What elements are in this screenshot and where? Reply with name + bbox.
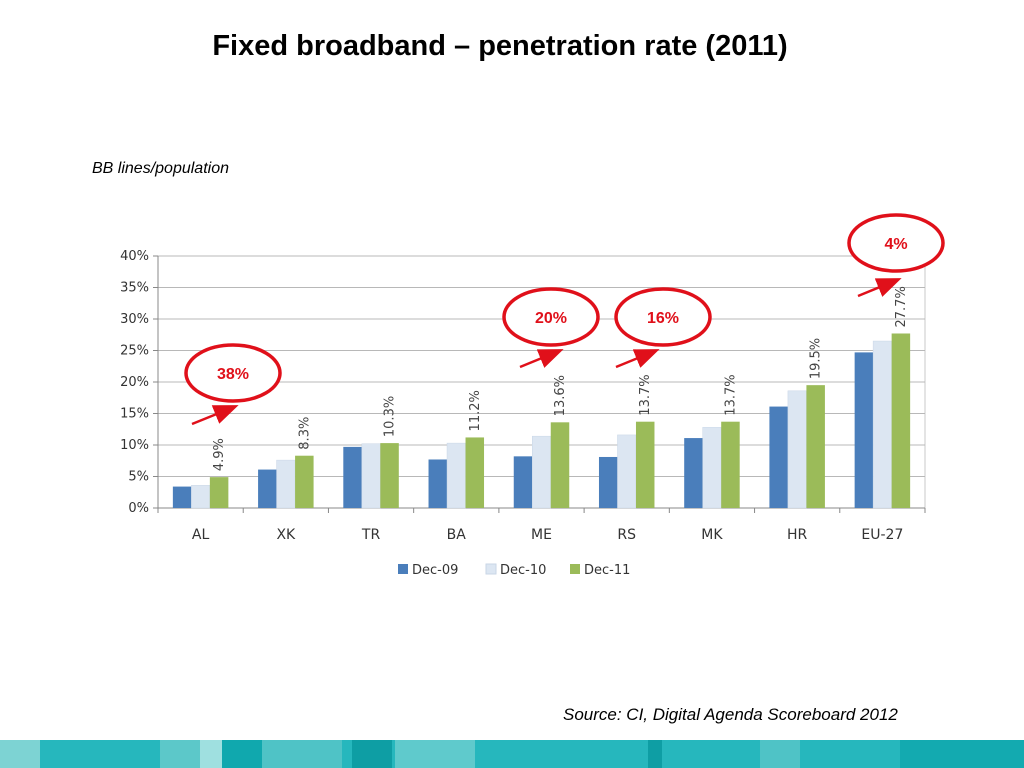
callout-ellipse [614, 287, 712, 347]
bar-dec-09 [769, 406, 788, 508]
data-label: 8.3% [297, 417, 312, 450]
bar-dec-10 [617, 434, 637, 509]
callout-ellipse [847, 213, 945, 273]
x-tick-label: HR [787, 527, 808, 543]
callout-label: 20% [535, 310, 567, 327]
bar-dec-09 [258, 469, 277, 508]
y-tick-label: 35% [120, 281, 149, 296]
footer-stripe [0, 740, 1024, 768]
bar-dec-11 [635, 421, 655, 508]
data-label: 13.7% [723, 374, 738, 415]
y-tick-label: 5% [128, 470, 149, 485]
callout-arrow [615, 349, 660, 369]
y-tick-label: 30% [120, 312, 149, 327]
x-tick-label: ME [531, 527, 552, 543]
bar-dec-11 [209, 477, 229, 508]
legend-swatch-dec-11 [570, 564, 580, 574]
bar-dec-10 [787, 390, 807, 509]
bar-dec-09 [854, 352, 874, 508]
legend-swatch-dec-10 [485, 563, 497, 575]
bar-dec-10 [446, 442, 466, 509]
x-tick-label: RS [617, 527, 636, 543]
x-tick-label: MK [701, 527, 723, 543]
callout-arrow [191, 405, 239, 426]
callout-label: 38% [217, 366, 249, 383]
bar-dec-10 [361, 443, 381, 509]
bar-dec-10 [532, 435, 551, 509]
bar-dec-09 [513, 456, 533, 508]
bar-dec-09 [343, 446, 362, 508]
callout-ellipse [502, 287, 600, 347]
legend-label: Dec-09 [412, 563, 458, 578]
data-label: 13.7% [638, 374, 653, 415]
y-tick-label: 25% [120, 344, 149, 359]
chart-subtitle: BB lines/population [92, 160, 229, 177]
callout-arrow [857, 278, 902, 298]
bar-dec-10 [702, 427, 722, 509]
y-tick-label: 0% [128, 501, 149, 516]
data-label: 27.7% [894, 286, 909, 327]
y-tick-label: 20% [120, 375, 149, 390]
data-label: 13.6% [553, 375, 568, 416]
bar-dec-10 [872, 340, 892, 509]
source-note: Source: CI, Digital Agenda Scoreboard 20… [563, 705, 898, 724]
callout-label: 4% [884, 236, 907, 253]
bar-dec-11 [550, 422, 570, 508]
x-tick-label: EU-27 [861, 527, 903, 543]
bar-dec-11 [806, 385, 825, 508]
y-tick-label: 10% [120, 438, 149, 453]
x-tick-label: TR [361, 527, 381, 543]
slide-title: Fixed broadband – penetration rate (2011… [212, 30, 788, 62]
x-tick-label: BA [447, 527, 467, 543]
bar-dec-11 [380, 443, 399, 508]
callout-label: 16% [647, 310, 679, 327]
bar-dec-09 [684, 438, 703, 508]
bar-dec-11 [891, 333, 911, 508]
data-label: 11.2% [468, 390, 483, 431]
callout-ellipse [184, 343, 282, 403]
bar-dec-09 [172, 486, 192, 508]
bar-chart: 0% 5% 10% 15% 20% 25% 30% 35% 40% AL 4.9% XK 8.3% TR 1… [120, 213, 945, 578]
y-tick-label: 40% [120, 249, 149, 264]
data-label: 4.9% [212, 438, 227, 471]
bar-dec-11 [295, 455, 314, 508]
data-label: 10.3% [383, 396, 398, 437]
legend-label: Dec-11 [584, 563, 630, 578]
bar-dec-11 [465, 437, 485, 508]
x-tick-label: AL [192, 527, 210, 543]
legend-label: Dec-10 [500, 563, 546, 578]
x-tick-label: XK [276, 527, 296, 543]
bar-dec-11 [721, 421, 740, 508]
bar-dec-09 [428, 459, 448, 508]
bar-dec-10 [276, 459, 296, 509]
bar-dec-09 [598, 456, 618, 508]
data-label: 19.5% [809, 338, 824, 379]
y-tick-label: 15% [120, 407, 149, 422]
bar-dec-10 [191, 485, 211, 509]
callout-arrow [519, 349, 564, 369]
legend-swatch-dec-09 [398, 564, 408, 574]
